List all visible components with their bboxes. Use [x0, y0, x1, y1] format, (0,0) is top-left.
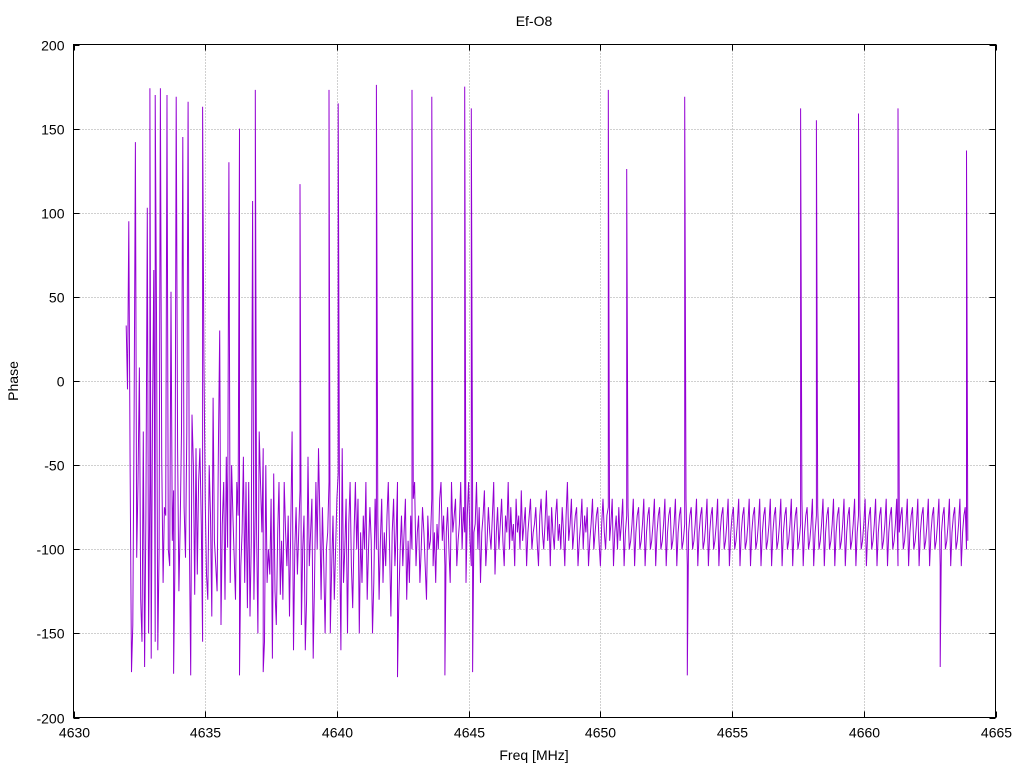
- y-tick-label: -200: [36, 711, 64, 727]
- x-tick-label: 4650: [585, 725, 616, 741]
- y-tick-label: -150: [36, 626, 64, 642]
- y-tick-label: 50: [49, 290, 65, 306]
- y-tick-label: -50: [44, 458, 64, 474]
- tick-marks: [73, 44, 997, 719]
- phase-series-line: [125, 84, 969, 678]
- y-axis-title: Phase: [5, 361, 21, 401]
- x-axis-title: Freq [MHz]: [499, 747, 568, 763]
- chart-title: Ef-O8: [516, 13, 553, 29]
- y-tick-label: 0: [57, 374, 65, 390]
- x-tick-label: 4655: [717, 725, 748, 741]
- y-tick-label: -100: [36, 542, 64, 558]
- tick-labels: 4630 4635 4640 4645 4650 4655 4660 4665 -200 -150…: [36, 38, 1012, 741]
- y-tick-label: 200: [41, 38, 65, 54]
- x-tick-label: 4645: [454, 725, 485, 741]
- x-tick-label: 4630: [59, 725, 90, 741]
- y-tick-label: 150: [41, 122, 65, 138]
- x-tick-label: 4665: [981, 725, 1012, 741]
- x-tick-label: 4660: [849, 725, 880, 741]
- x-tick-label: 4640: [322, 725, 353, 741]
- series-layer: [125, 84, 969, 678]
- grid-lines: [73, 44, 996, 718]
- y-tick-label: 100: [41, 206, 65, 222]
- x-tick-label: 4635: [190, 725, 221, 741]
